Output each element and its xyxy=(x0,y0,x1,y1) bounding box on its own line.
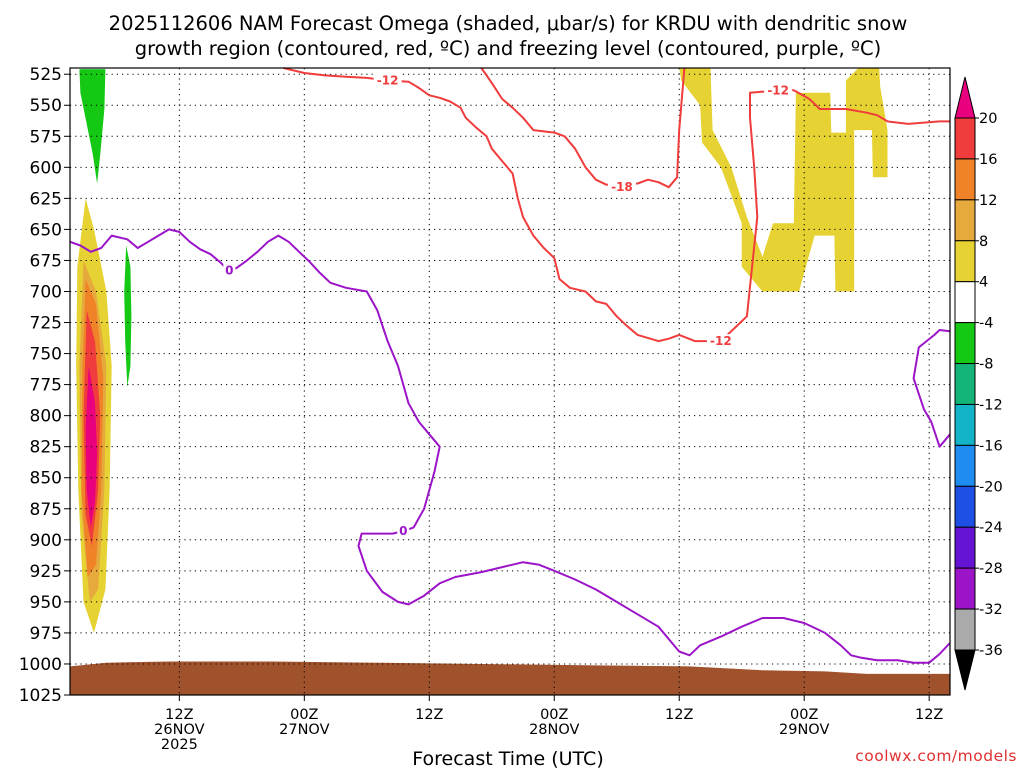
y-tick-label: 675 xyxy=(30,251,62,271)
chart-subtitle: growth region (contoured, red, ºC) and f… xyxy=(135,37,882,60)
colorbar-swatch xyxy=(954,117,976,160)
colorbar-label: 12 xyxy=(979,193,997,209)
dgz-contours: -12 -18 -12 -12 xyxy=(283,67,950,349)
freezing-contours: 00 xyxy=(69,228,951,664)
y-tick-label: 700 xyxy=(30,282,62,302)
x-tick-label: 00Z xyxy=(790,707,818,723)
colorbar-swatch xyxy=(954,403,976,446)
contour-label-bg xyxy=(373,73,402,88)
colorbar-label: -8 xyxy=(979,357,993,373)
dgz-contour-label: -12 xyxy=(377,73,399,87)
chart-title: 2025112606 NAM Forecast Omega (shaded, μ… xyxy=(109,12,908,35)
x-tick-label: 12Z xyxy=(415,707,443,723)
colorbar-label: -4 xyxy=(979,316,993,332)
colorbar-top-arrow xyxy=(954,76,976,119)
x-tick-label: 26NOV xyxy=(154,722,204,738)
colorbar: 20 16 12 8 4 -4 -8 -12 -16 -20 -24 -28 -32 -36 xyxy=(954,76,1003,691)
y-tick-label: 975 xyxy=(30,624,62,644)
y-tick-label: 1025 xyxy=(19,686,62,706)
y-tick-label: 875 xyxy=(30,500,62,520)
colorbar-swatch xyxy=(954,444,976,487)
colorbar-bottom-arrow xyxy=(954,649,976,691)
colorbar-swatch xyxy=(954,567,976,610)
colorbar-swatch xyxy=(954,199,976,242)
colorbar-label: -12 xyxy=(979,397,1003,413)
colorbar-swatch xyxy=(954,281,976,324)
y-tick-label: 1000 xyxy=(19,655,62,675)
contour-label-bg xyxy=(223,263,236,278)
dgz-contour-label: -12 xyxy=(767,83,789,97)
surface-terrain xyxy=(70,661,950,695)
y-tick-label: 600 xyxy=(30,158,62,178)
x-axis-label: Forecast Time (UTC) xyxy=(412,748,603,768)
dgz-contour-1 xyxy=(480,67,686,189)
y-tick-label: 900 xyxy=(30,531,62,551)
x-tick-label: 2025 xyxy=(161,737,198,753)
colorbar-label: -16 xyxy=(979,438,1003,454)
omega-region-1 xyxy=(79,69,106,184)
omega-shading xyxy=(76,68,888,633)
y-tick-label: 950 xyxy=(30,593,62,613)
contour-label-bg xyxy=(397,524,410,539)
colorbar-swatch xyxy=(954,608,976,651)
y-tick-label: 825 xyxy=(30,438,62,458)
y-tick-label: 750 xyxy=(30,345,62,365)
y-tick-label: 625 xyxy=(30,189,62,209)
y-tick-label: 650 xyxy=(30,220,62,240)
y-tick-label: 575 xyxy=(30,127,62,147)
plot-frame xyxy=(69,67,951,696)
colorbar-label: 20 xyxy=(979,111,997,127)
freezing-contour-0 xyxy=(69,228,951,664)
colorbar-label: -32 xyxy=(979,602,1003,618)
y-axis: 525 550 575 600 625 650 675 700 725 750 775 800 825 8… xyxy=(19,65,70,706)
y-tick-label: 925 xyxy=(30,562,62,582)
colorbar-label: 8 xyxy=(979,234,988,250)
x-tick-label: 27NOV xyxy=(279,722,329,738)
terrain-layer xyxy=(70,661,950,695)
dgz-contour-label: -12 xyxy=(710,334,732,348)
x-tick-label: 00Z xyxy=(290,707,318,723)
colorbar-label: -36 xyxy=(979,643,1003,659)
colorbar-swatch xyxy=(954,526,976,569)
y-tick-label: 775 xyxy=(30,376,62,396)
contour-label-bg xyxy=(764,83,793,98)
x-tick-label: 12Z xyxy=(915,707,943,723)
omega-region-8 xyxy=(679,68,888,292)
credit-text: coolwx.com/models xyxy=(855,747,1017,765)
dgz-contour-label: -18 xyxy=(611,180,633,194)
x-tick-label: 28NOV xyxy=(529,722,579,738)
colorbar-swatch xyxy=(954,363,976,405)
x-tick-label: 12Z xyxy=(665,707,693,723)
colorbar-swatch xyxy=(954,240,976,283)
colorbar-swatch xyxy=(954,485,976,528)
contour-label-bg xyxy=(607,180,636,195)
x-tick-label: 12Z xyxy=(165,707,193,723)
freezing-contour-label: 0 xyxy=(225,263,233,277)
y-tick-label: 725 xyxy=(30,314,62,334)
colorbar-label: -24 xyxy=(979,520,1003,536)
colorbar-label: 16 xyxy=(979,152,997,168)
freezing-contour-label: 0 xyxy=(399,524,407,538)
dgz-contour-0 xyxy=(283,67,950,343)
y-tick-label: 525 xyxy=(30,65,62,85)
colorbar-label: -20 xyxy=(979,479,1003,495)
freezing-contour-1 xyxy=(912,329,951,448)
colorbar-label: 4 xyxy=(979,275,988,291)
y-tick-label: 550 xyxy=(30,96,62,116)
y-tick-label: 800 xyxy=(30,407,62,427)
omega-region-2 xyxy=(124,245,132,388)
colorbar-swatch xyxy=(954,158,976,201)
x-tick-label: 00Z xyxy=(540,707,568,723)
x-tick-label: 29NOV xyxy=(779,722,829,738)
contour-label-bg xyxy=(706,334,735,349)
colorbar-label: -28 xyxy=(979,561,1003,577)
colorbar-swatch xyxy=(954,322,976,365)
y-tick-label: 850 xyxy=(30,469,62,489)
